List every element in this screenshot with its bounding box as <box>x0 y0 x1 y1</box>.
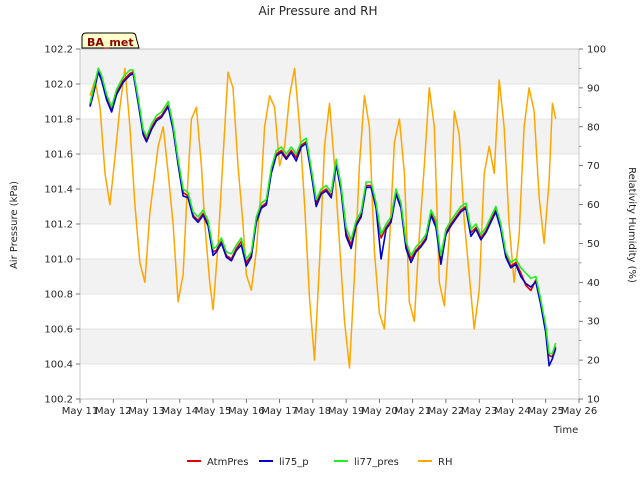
x-tick-label: May 25 <box>527 406 564 417</box>
y2-tick-label: 50 <box>587 239 600 250</box>
y-tick-label: 101.2 <box>44 220 73 231</box>
y2-tick-label: 10 <box>587 395 600 406</box>
grid-band <box>80 259 579 294</box>
x-tick-label: May 23 <box>461 406 498 417</box>
x-tick-label: May 11 <box>62 406 99 417</box>
series-lines <box>89 67 557 369</box>
axes: 100.2 100.4 100.6 100.8 101.0 101.2 101.4 101.6… <box>44 45 606 418</box>
grid-band <box>80 49 579 84</box>
x-tick-label: May 24 <box>494 406 531 417</box>
series-line-li77_pres <box>89 67 557 355</box>
legend-label-rh: RH <box>438 457 452 468</box>
y2-tick-label: 90 <box>587 83 600 94</box>
y-tick-label: 100.6 <box>44 325 73 336</box>
x-tick-label: May 20 <box>361 406 398 417</box>
y2-tick-label: 60 <box>587 200 600 211</box>
x-tick-label: May 18 <box>295 406 332 417</box>
x-tick-label: May 21 <box>394 406 431 417</box>
x-tick-label: May 16 <box>228 406 265 417</box>
legend: AtmPres li75_p li77_pres RH <box>187 457 452 468</box>
x-tick-label: May 12 <box>95 406 132 417</box>
x-tick-label: May 26 <box>561 406 598 417</box>
y2-tick-label: 80 <box>587 122 600 133</box>
y-tick-label: 100.4 <box>44 360 73 371</box>
y2-tick-label: 100 <box>587 45 606 56</box>
x-tick-label: May 22 <box>428 406 465 417</box>
x-tick-label: May 19 <box>328 406 365 417</box>
x-tick-label: May 17 <box>261 406 298 417</box>
y-tick-label: 101.4 <box>44 185 73 196</box>
series-line-atmpres <box>89 69 557 358</box>
chart-title: Air Pressure and RH <box>258 4 377 18</box>
y2-axis-label: Relativity Humidity (%) <box>626 167 637 283</box>
legend-label-atmpres: AtmPres <box>207 457 248 468</box>
x-axis-label: Time <box>553 425 578 436</box>
y-tick-label: 102.0 <box>44 80 73 91</box>
y-tick-label: 101.8 <box>44 115 73 126</box>
legend-label-li75_p: li75_p <box>279 457 309 468</box>
y-tick-label: 100.2 <box>44 395 73 406</box>
legend-label-li77_pres: li77_pres <box>354 457 399 468</box>
y2-tick-label: 20 <box>587 356 600 367</box>
y2-tick-label: 40 <box>587 278 600 289</box>
x-tick-label: May 13 <box>128 406 165 417</box>
y-tick-label: 100.8 <box>44 290 73 301</box>
series-line-rh <box>89 67 557 369</box>
x-tick-label: May 15 <box>195 406 232 417</box>
y-tick-label: 101.6 <box>44 150 73 161</box>
grid-band <box>80 329 579 364</box>
y-axis-label: Air Pressure (kPa) <box>9 181 20 269</box>
background-bands <box>80 48 579 400</box>
y2-tick-label: 30 <box>587 317 600 328</box>
series-line-li75_p <box>89 71 557 367</box>
y-tick-label: 101.0 <box>44 255 73 266</box>
station-badge-label: BA_met <box>87 36 134 49</box>
y-tick-label: 102.2 <box>44 45 73 56</box>
y2-tick-label: 70 <box>587 161 600 172</box>
x-tick-label: May 14 <box>162 406 199 417</box>
station-badge: BA_met <box>81 32 140 49</box>
